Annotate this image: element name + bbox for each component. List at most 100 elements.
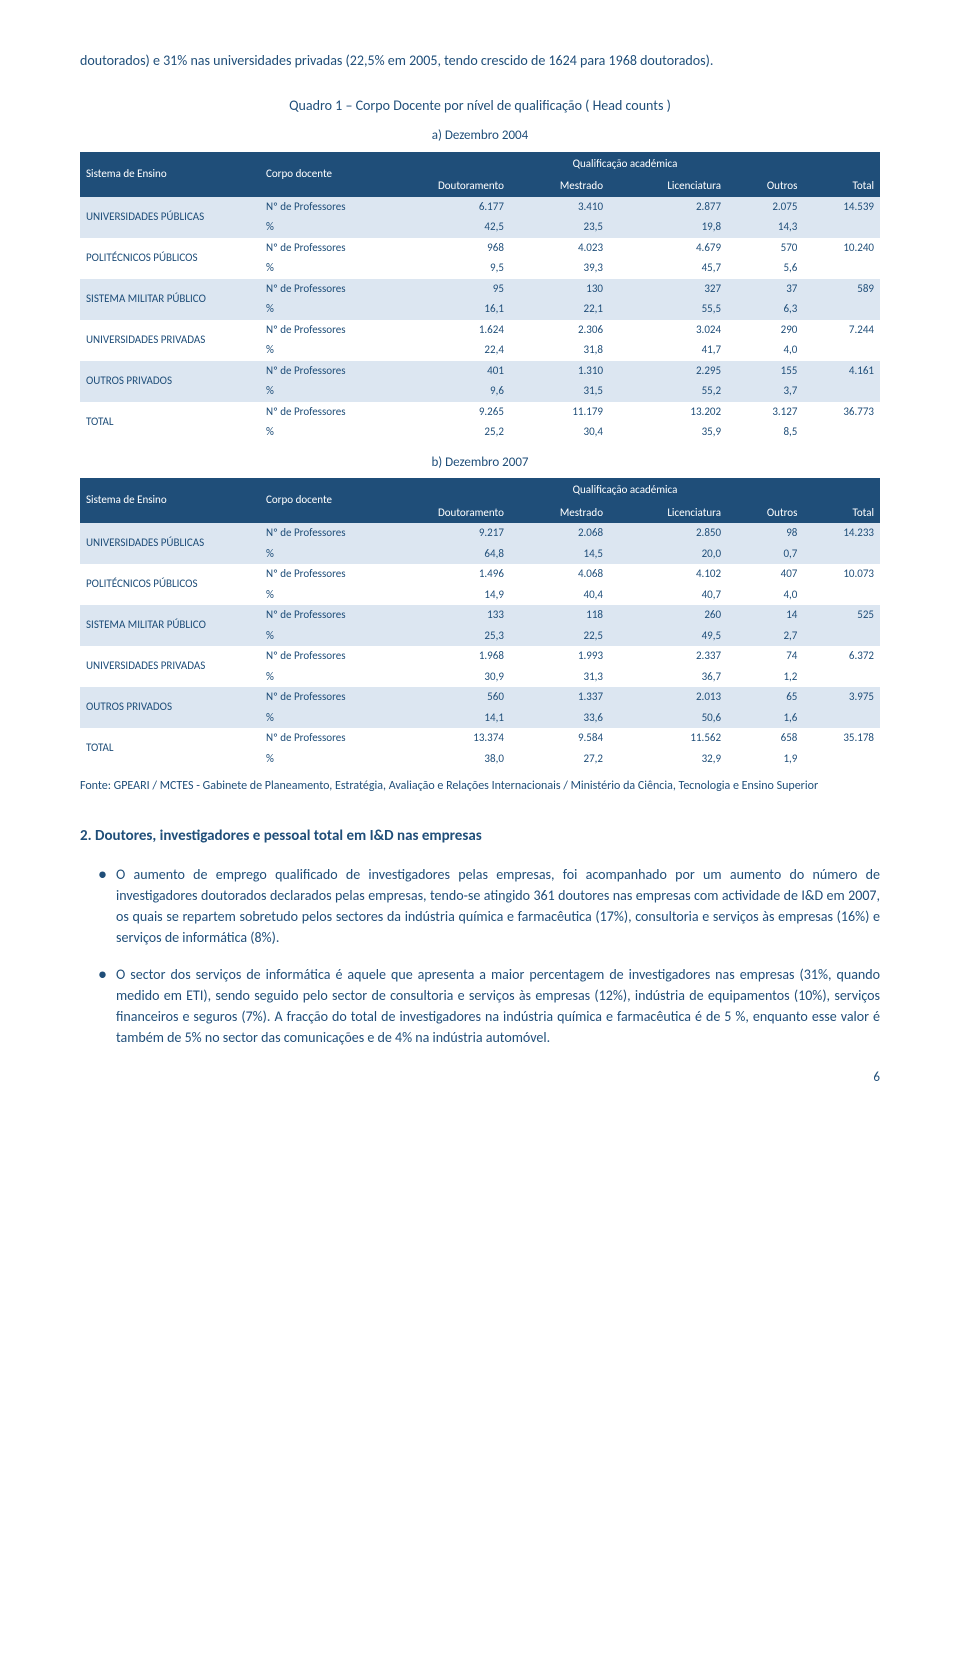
cell-value: 14,1 bbox=[370, 708, 510, 729]
cell-value: 570 bbox=[727, 238, 803, 259]
cell-value: 55,5 bbox=[609, 299, 727, 320]
table-row: SISTEMA MILITAR PÚBLICONº de Professores… bbox=[80, 279, 880, 300]
measure-label: % bbox=[260, 544, 370, 565]
cell-value: 40,7 bbox=[609, 585, 727, 606]
cell-value: 2,7 bbox=[727, 626, 803, 647]
row-label: SISTEMA MILITAR PÚBLICO bbox=[80, 605, 260, 646]
cell-value: 22,4 bbox=[370, 340, 510, 361]
cell-value: 33,6 bbox=[510, 708, 609, 729]
cell-value: 1.993 bbox=[510, 646, 609, 667]
bullet-list: O aumento de emprego qualificado de inve… bbox=[80, 864, 880, 1048]
cell-value: 6.177 bbox=[370, 197, 510, 218]
cell-value: 327 bbox=[609, 279, 727, 300]
row-label: UNIVERSIDADES PÚBLICAS bbox=[80, 197, 260, 238]
cell-value: 2.306 bbox=[510, 320, 609, 341]
cell-value: 14,3 bbox=[727, 217, 803, 238]
cell-value: 49,5 bbox=[609, 626, 727, 647]
th-sistema: Sistema de Ensino bbox=[80, 152, 260, 197]
measure-label: Nº de Professores bbox=[260, 361, 370, 382]
cell-value: 36.773 bbox=[803, 402, 880, 423]
cell-value: 6.372 bbox=[803, 646, 880, 667]
table-row: OUTROS PRIVADOSNº de Professores4011.310… bbox=[80, 361, 880, 382]
cell-value bbox=[803, 217, 880, 238]
measure-label: % bbox=[260, 299, 370, 320]
measure-label: Nº de Professores bbox=[260, 402, 370, 423]
cell-value: 13.374 bbox=[370, 728, 510, 749]
cell-value: 95 bbox=[370, 279, 510, 300]
cell-value: 3.024 bbox=[609, 320, 727, 341]
measure-label: % bbox=[260, 708, 370, 729]
table-row: UNIVERSIDADES PRIVADASNº de Professores1… bbox=[80, 646, 880, 667]
cell-value: 589 bbox=[803, 279, 880, 300]
cell-value: 11.562 bbox=[609, 728, 727, 749]
cell-value: 74 bbox=[727, 646, 803, 667]
cell-value: 37 bbox=[727, 279, 803, 300]
cell-value: 2.013 bbox=[609, 687, 727, 708]
bullet-item: O aumento de emprego qualificado de inve… bbox=[98, 864, 880, 948]
cell-value: 14 bbox=[727, 605, 803, 626]
th-col: Mestrado bbox=[510, 176, 609, 197]
cell-value: 130 bbox=[510, 279, 609, 300]
cell-value: 7.244 bbox=[803, 320, 880, 341]
cell-value: 1.496 bbox=[370, 564, 510, 585]
cell-value: 0,7 bbox=[727, 544, 803, 565]
cell-value: 4.161 bbox=[803, 361, 880, 382]
cell-value: 9.265 bbox=[370, 402, 510, 423]
table-row: UNIVERSIDADES PÚBLICASNº de Professores9… bbox=[80, 523, 880, 544]
cell-value: 5,6 bbox=[727, 258, 803, 279]
cell-value: 39,3 bbox=[510, 258, 609, 279]
cell-value: 8,5 bbox=[727, 422, 803, 443]
measure-label: Nº de Professores bbox=[260, 728, 370, 749]
cell-value: 1.968 bbox=[370, 646, 510, 667]
cell-value: 32,9 bbox=[609, 749, 727, 770]
cell-value: 30,4 bbox=[510, 422, 609, 443]
cell-value: 98 bbox=[727, 523, 803, 544]
cell-value: 260 bbox=[609, 605, 727, 626]
cell-value: 20,0 bbox=[609, 544, 727, 565]
measure-label: % bbox=[260, 381, 370, 402]
cell-value: 50,6 bbox=[609, 708, 727, 729]
cell-value: 1,6 bbox=[727, 708, 803, 729]
th-col: Total bbox=[803, 176, 880, 197]
row-label: TOTAL bbox=[80, 402, 260, 443]
th-col: Doutoramento bbox=[370, 176, 510, 197]
measure-label: % bbox=[260, 585, 370, 606]
measure-label: % bbox=[260, 217, 370, 238]
cell-value: 14,5 bbox=[510, 544, 609, 565]
cell-value bbox=[803, 708, 880, 729]
th-col: Licenciatura bbox=[609, 503, 727, 524]
cell-value: 4,0 bbox=[727, 340, 803, 361]
th-sistema: Sistema de Ensino bbox=[80, 478, 260, 523]
cell-value: 2.075 bbox=[727, 197, 803, 218]
th-col: Total bbox=[803, 503, 880, 524]
cell-value: 35.178 bbox=[803, 728, 880, 749]
measure-label: Nº de Professores bbox=[260, 238, 370, 259]
cell-value bbox=[803, 422, 880, 443]
cell-value: 31,5 bbox=[510, 381, 609, 402]
cell-value bbox=[803, 381, 880, 402]
cell-value: 1.624 bbox=[370, 320, 510, 341]
cell-value bbox=[803, 299, 880, 320]
cell-value: 1.337 bbox=[510, 687, 609, 708]
cell-value: 31,8 bbox=[510, 340, 609, 361]
measure-label: Nº de Professores bbox=[260, 564, 370, 585]
source-text: Fonte: GPEARI / MCTES - Gabinete de Plan… bbox=[80, 777, 880, 795]
cell-value bbox=[803, 667, 880, 688]
table-b: Sistema de Ensino Corpo docente Qualific… bbox=[80, 478, 880, 769]
th-qual: Qualificação académica bbox=[370, 478, 880, 503]
cell-value: 9,6 bbox=[370, 381, 510, 402]
cell-value: 9.217 bbox=[370, 523, 510, 544]
section-title: Doutores, investigadores e pessoal total… bbox=[95, 827, 482, 845]
cell-value: 290 bbox=[727, 320, 803, 341]
cell-value bbox=[803, 340, 880, 361]
measure-label: Nº de Professores bbox=[260, 523, 370, 544]
cell-value: 118 bbox=[510, 605, 609, 626]
cell-value: 155 bbox=[727, 361, 803, 382]
cell-value: 133 bbox=[370, 605, 510, 626]
cell-value: 22,1 bbox=[510, 299, 609, 320]
cell-value: 10.240 bbox=[803, 238, 880, 259]
cell-value: 30,9 bbox=[370, 667, 510, 688]
row-label: OUTROS PRIVADOS bbox=[80, 361, 260, 402]
cell-value: 14.539 bbox=[803, 197, 880, 218]
th-col: Outros bbox=[727, 176, 803, 197]
